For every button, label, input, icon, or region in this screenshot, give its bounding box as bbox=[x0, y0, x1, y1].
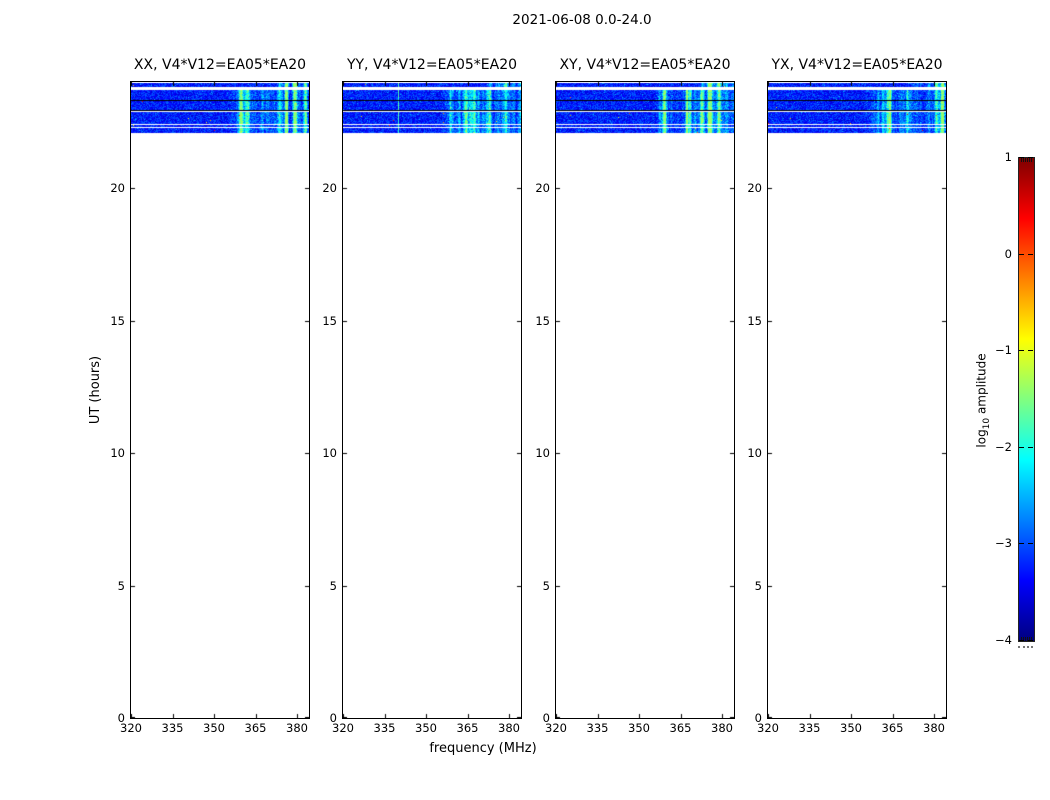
panel-title-yx: YX, V4*V12=EA05*EA20 bbox=[771, 57, 943, 73]
y-tick-label: 0 bbox=[329, 711, 337, 725]
x-tick-label: 380 bbox=[923, 721, 945, 735]
heatmap-panel-xx bbox=[130, 81, 310, 719]
y-tick-label: 10 bbox=[110, 446, 125, 460]
x-tick-label: 380 bbox=[286, 721, 308, 735]
x-tick-label: 365 bbox=[456, 721, 479, 735]
colorbar-tick-label: −1 bbox=[995, 343, 1012, 358]
y-tick-label: 10 bbox=[747, 446, 762, 460]
y-tick-label: 20 bbox=[535, 181, 550, 195]
y-tick-label: 5 bbox=[117, 578, 125, 593]
x-tick-label: 335 bbox=[586, 721, 609, 735]
x-tick-label: 320 bbox=[120, 721, 142, 735]
y-tick-label: 15 bbox=[747, 313, 762, 328]
x-tick-label: 350 bbox=[840, 721, 862, 735]
colorbar-end-comb bbox=[1025, 158, 1026, 162]
colorbar-end-comb bbox=[1027, 637, 1028, 641]
heatmap-panel-yx bbox=[767, 81, 947, 719]
y-tick-label: 15 bbox=[110, 313, 125, 328]
colorbar-end-comb bbox=[1023, 158, 1024, 162]
y-tick-label: 0 bbox=[542, 711, 550, 725]
x-tick-label: 365 bbox=[881, 721, 904, 735]
x-tick-label: 380 bbox=[711, 721, 733, 735]
x-axis-label: frequency (MHz) bbox=[429, 741, 537, 756]
colorbar-end-comb bbox=[1025, 637, 1026, 641]
y-tick-label: 0 bbox=[754, 711, 762, 725]
colorbar-label: log10 amplitude bbox=[974, 353, 992, 448]
colorbar bbox=[1018, 157, 1035, 642]
y-tick-label: 0 bbox=[117, 711, 125, 725]
colorbar-tick bbox=[1019, 447, 1024, 448]
x-tick-label: 350 bbox=[628, 721, 650, 735]
colorbar-end-comb bbox=[1021, 158, 1022, 162]
x-tick-label: 365 bbox=[244, 721, 267, 735]
x-tick-label: 335 bbox=[798, 721, 821, 735]
y-tick-label: 20 bbox=[110, 181, 125, 195]
y-tick-label: 20 bbox=[747, 181, 762, 195]
colorbar-end-comb bbox=[1031, 158, 1032, 162]
y-tick-label: 10 bbox=[322, 446, 337, 460]
colorbar-underflow-dots bbox=[1018, 646, 1033, 648]
x-tick-label: 380 bbox=[498, 721, 520, 735]
x-tick-label: 320 bbox=[757, 721, 779, 735]
colorbar-end-comb bbox=[1031, 637, 1032, 641]
colorbar-tick bbox=[1028, 350, 1033, 351]
colorbar-end-comb bbox=[1027, 158, 1028, 162]
x-tick-label: 350 bbox=[203, 721, 225, 735]
colorbar-tick-label: −3 bbox=[995, 536, 1012, 551]
y-tick-label: 15 bbox=[322, 313, 337, 328]
x-tick-label: 335 bbox=[373, 721, 396, 735]
figure-title: 2021-06-08 0.0-24.0 bbox=[512, 12, 652, 28]
colorbar-end-comb bbox=[1021, 637, 1022, 641]
y-tick-label: 10 bbox=[535, 446, 550, 460]
colorbar-tick bbox=[1019, 640, 1024, 641]
x-tick-label: 335 bbox=[161, 721, 184, 735]
panel-title-xx: XX, V4*V12=EA05*EA20 bbox=[133, 57, 307, 73]
colorbar-tick-label: −2 bbox=[995, 439, 1012, 454]
x-tick-label: 320 bbox=[545, 721, 567, 735]
colorbar-tick bbox=[1028, 254, 1033, 255]
colorbar-tick-label: 1 bbox=[1004, 150, 1012, 164]
y-tick-label: 5 bbox=[329, 578, 337, 593]
colorbar-tick bbox=[1028, 157, 1033, 158]
heatmap-panel-yy bbox=[342, 81, 522, 719]
heatmap-panel-xy bbox=[555, 81, 735, 719]
colorbar-tick bbox=[1019, 254, 1024, 255]
x-tick-label: 350 bbox=[415, 721, 437, 735]
colorbar-end-comb bbox=[1029, 637, 1030, 641]
colorbar-tick-label: 0 bbox=[1004, 246, 1012, 261]
colorbar-tick bbox=[1028, 447, 1033, 448]
x-tick-label: 365 bbox=[669, 721, 692, 735]
colorbar-tick bbox=[1019, 543, 1024, 544]
y-tick-label: 5 bbox=[754, 578, 762, 593]
y-tick-label: 20 bbox=[322, 181, 337, 195]
x-tick-label: 320 bbox=[332, 721, 354, 735]
colorbar-tick bbox=[1019, 157, 1024, 158]
colorbar-end-comb bbox=[1023, 637, 1024, 641]
panel-title-xy: XY, V4*V12=EA05*EA20 bbox=[559, 57, 731, 73]
colorbar-end-comb bbox=[1029, 158, 1030, 162]
colorbar-tick-label: −4 bbox=[995, 633, 1012, 647]
panel-title-yy: YY, V4*V12=EA05*EA20 bbox=[346, 57, 518, 73]
y-axis-label: UT (hours) bbox=[88, 355, 103, 425]
colorbar-tick bbox=[1019, 350, 1024, 351]
y-tick-label: 5 bbox=[542, 578, 550, 593]
y-tick-label: 15 bbox=[535, 313, 550, 328]
colorbar-gradient bbox=[1019, 158, 1034, 641]
colorbar-tick bbox=[1028, 640, 1033, 641]
colorbar-tick bbox=[1028, 543, 1033, 544]
